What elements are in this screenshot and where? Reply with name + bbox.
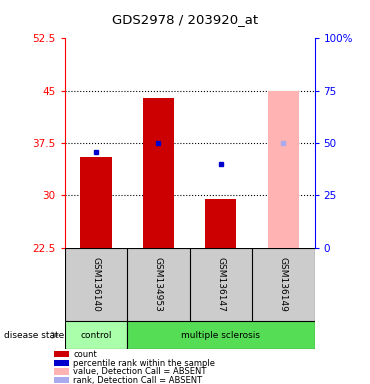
Text: GSM136149: GSM136149 (279, 257, 288, 311)
Bar (54, 369, 69, 375)
Bar (54, 351, 69, 358)
Bar (143, 98, 174, 248)
Bar (54, 377, 69, 383)
Text: count: count (73, 350, 97, 359)
Text: GSM134953: GSM134953 (154, 257, 163, 311)
Bar (80, 157, 112, 248)
Text: value, Detection Call = ABSENT: value, Detection Call = ABSENT (73, 367, 206, 376)
Text: disease state: disease state (4, 331, 64, 340)
Bar (127, 321, 314, 349)
Text: percentile rank within the sample: percentile rank within the sample (73, 359, 215, 368)
Bar (54, 360, 69, 366)
Bar (268, 91, 299, 248)
Text: multiple sclerosis: multiple sclerosis (181, 331, 260, 339)
Bar (205, 199, 236, 248)
Text: rank, Detection Call = ABSENT: rank, Detection Call = ABSENT (73, 376, 202, 384)
Text: GDS2978 / 203920_at: GDS2978 / 203920_at (112, 13, 258, 26)
Text: control: control (80, 331, 112, 339)
Text: GSM136140: GSM136140 (91, 257, 101, 311)
Bar (65, 321, 127, 349)
Text: GSM136147: GSM136147 (216, 257, 225, 311)
